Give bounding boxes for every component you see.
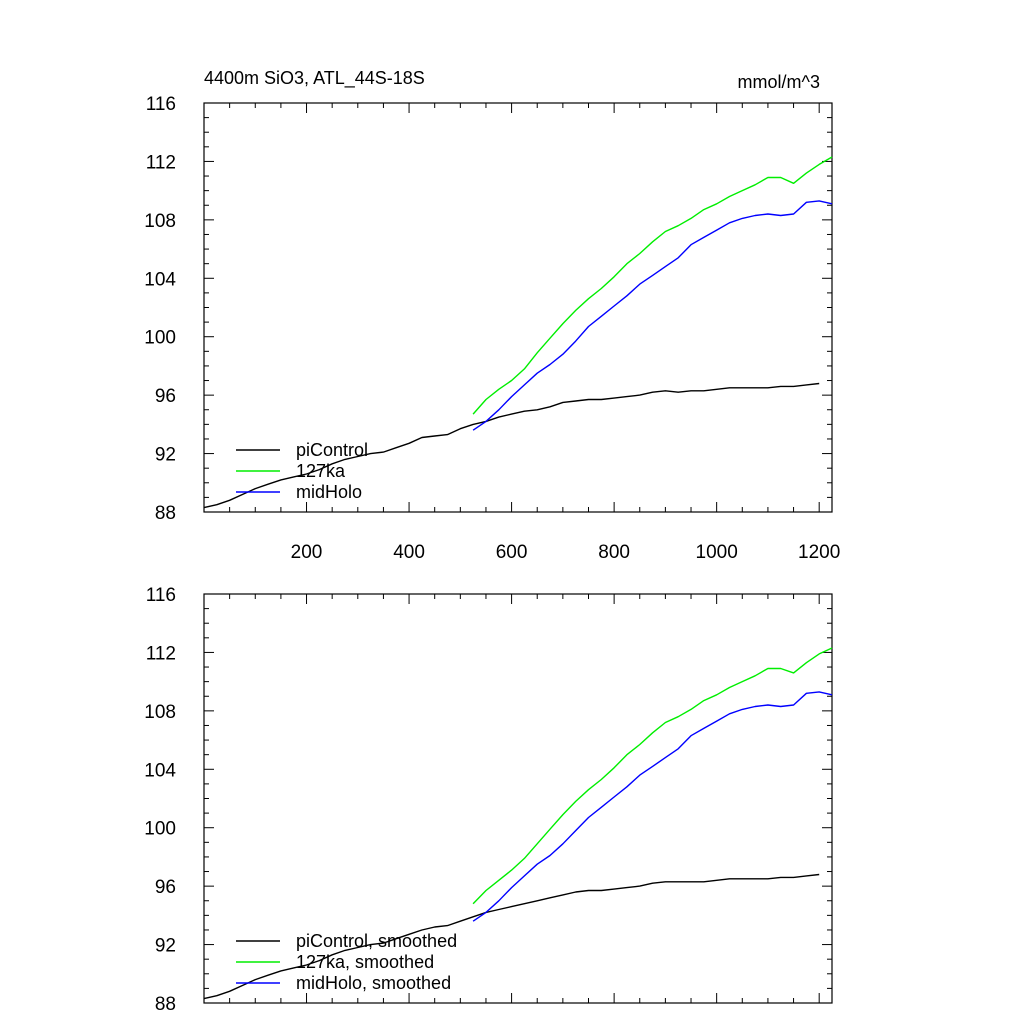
series-line-midholo [472,200,833,431]
legend-label: 127ka [296,461,346,481]
series-line-picontrol [203,382,820,509]
legend-label: piControl, smoothed [296,931,457,951]
legend-label: piControl [296,440,368,460]
chart-title: 4400m SiO3, ATL_44S-18S [204,68,425,89]
units-label: mmol/m^3 [738,72,820,92]
y-tick-label: 108 [144,211,176,232]
x-tick-label: 800 [598,542,630,563]
series-line-picontrol-smoothed [203,873,820,1000]
y-tick-label: 108 [144,702,176,723]
y-tick-label: 116 [146,94,176,115]
x-tick-label: 600 [496,542,528,563]
x-tick-label: 400 [393,542,425,563]
y-tick-label: 88 [155,994,176,1015]
y-tick-label: 104 [144,760,176,781]
y-tick-label: 100 [144,328,176,349]
legend-label: 127ka, smoothed [296,952,434,972]
x-tick-label: 1200 [798,542,840,563]
bottom-panel: 88 92 96 100 104 108 112 116 piControl, smoothed… [144,585,833,1015]
y-tick-label: 104 [144,269,176,290]
legend-label: midHolo, smoothed [296,973,451,993]
y-tick-label: 88 [155,503,176,524]
series-line-midholo-smoothed [472,691,833,922]
y-tick-label: 100 [144,819,176,840]
top-panel: 88 92 96 100 104 108 112 116 200 400 600 800 1000 120… [144,94,840,563]
y-tick-label: 116 [146,585,176,606]
x-tick-label: 200 [291,542,323,563]
y-tick-label: 96 [155,386,176,407]
x-tick-label: 1000 [696,542,738,563]
series-line-127ka [472,156,833,415]
y-tick-label: 92 [155,936,176,957]
y-tick-label: 92 [155,445,176,466]
series-line-127ka-smoothed [472,647,833,905]
legend-label: midHolo [296,482,362,502]
y-tick-label: 112 [146,152,176,173]
y-tick-label: 96 [155,877,176,898]
y-tick-label: 112 [146,643,176,664]
